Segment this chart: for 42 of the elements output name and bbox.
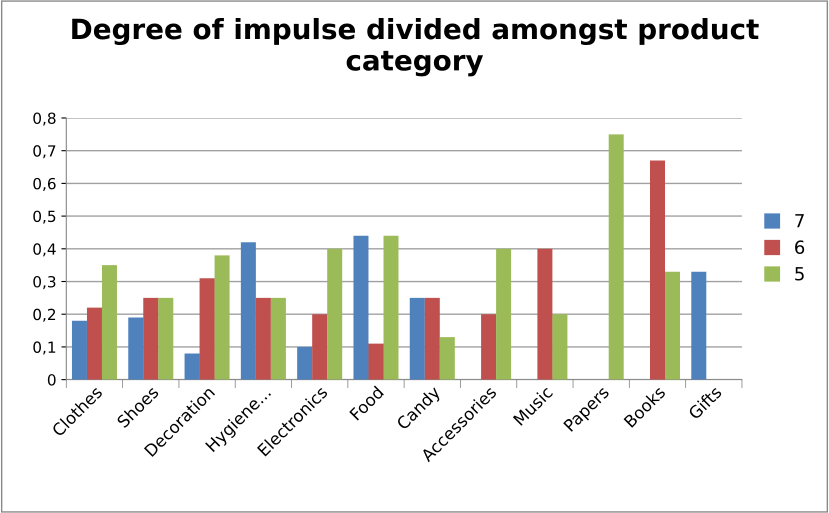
bar: [440, 337, 455, 380]
y-tick-label: 0,7: [33, 145, 56, 158]
y-tick-label: 0,2: [33, 308, 56, 322]
bar: [72, 320, 87, 380]
bar: [327, 248, 342, 380]
y-tick-label: 0: [48, 374, 56, 386]
bar: [368, 344, 384, 380]
bar: [214, 255, 230, 380]
bar: [312, 314, 328, 380]
bar: [256, 298, 271, 380]
legend-label: 5: [795, 267, 804, 281]
bar: [102, 265, 117, 380]
bar: [537, 248, 552, 380]
y-tick-label: 0,5: [33, 210, 56, 224]
bar: [650, 160, 666, 380]
bar: [608, 134, 624, 380]
bar: [383, 236, 399, 380]
bar: [128, 317, 144, 380]
legend-label: 7: [795, 214, 804, 228]
bar: [665, 272, 680, 380]
y-tick-label: 0,3: [33, 276, 56, 290]
y-tick-label: 0,4: [33, 243, 56, 256]
bar: [86, 308, 102, 380]
bar: [424, 298, 440, 380]
bar: [353, 236, 368, 380]
bar: [481, 314, 496, 380]
bar: [552, 314, 568, 380]
bar: [297, 346, 312, 380]
legend-label: 6: [795, 240, 804, 254]
bar: [200, 278, 215, 380]
bar: [270, 298, 286, 380]
bar: [496, 248, 512, 380]
bar: [240, 242, 256, 380]
y-tick-label: 0,6: [33, 178, 56, 191]
chart-title: Degree of impulse divided amongst product category: [72, 18, 759, 76]
bar: [143, 298, 158, 380]
bar: [184, 353, 200, 380]
bar: [158, 298, 174, 380]
y-tick-label: 0,1: [33, 341, 56, 354]
y-tick-label: 0,8: [33, 112, 56, 126]
bar: [691, 272, 706, 380]
bar: [410, 298, 425, 380]
